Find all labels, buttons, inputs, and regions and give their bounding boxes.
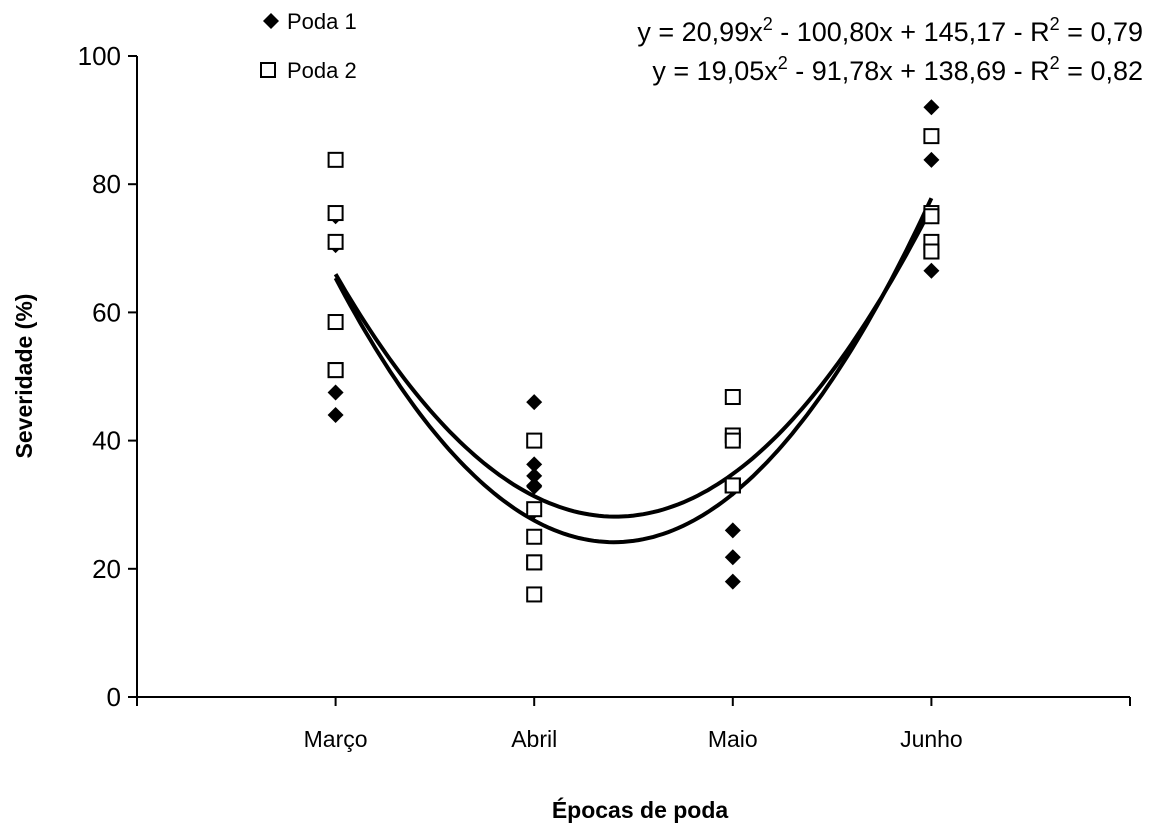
poda-2-point	[724, 432, 741, 449]
poda-1-point	[327, 406, 344, 423]
axes: 0 20 40 60 80 100 Março Abril Maio Junho	[78, 41, 1131, 752]
poda-1-point	[327, 384, 344, 401]
poda-1-point	[923, 99, 940, 116]
poda-2-point	[327, 233, 344, 250]
y-tick-label: 100	[78, 41, 121, 71]
legend-label-poda-2: Poda 2	[287, 58, 357, 83]
poda-1-point	[923, 262, 940, 279]
legend-marker-poda-1	[263, 13, 279, 29]
y-tick-label: 40	[92, 426, 121, 456]
poda-1-point	[526, 456, 543, 473]
poda-1-point	[526, 478, 543, 495]
trend-line-1	[333, 197, 934, 545]
poda-2-point	[923, 243, 940, 260]
x-tick-label: Junho	[900, 726, 963, 752]
x-tick-label: Maio	[708, 726, 758, 752]
trend-equation-1: y = 20,99x2 - 100,80x + 145,17 - R2 = 0,…	[637, 14, 1143, 47]
poda-2-point	[327, 362, 344, 379]
poda-2-point	[923, 128, 940, 145]
trend-equation-2: y = 19,05x2 - 91,78x + 138,69 - R2 = 0,8…	[652, 53, 1143, 86]
x-tick-label: Abril	[511, 726, 557, 752]
legend-label-poda-1: Poda 1	[287, 9, 357, 34]
poda-1-point	[923, 151, 940, 168]
trend-lines	[333, 197, 934, 545]
y-tick-label: 60	[92, 297, 121, 327]
poda-2-point	[724, 477, 741, 494]
poda-1-point	[724, 549, 741, 566]
poda-2-point	[526, 501, 543, 518]
poda-1-point	[724, 573, 741, 590]
trend-line-2	[333, 206, 934, 519]
poda-2-point	[526, 528, 543, 545]
x-tick-label: Março	[304, 726, 368, 752]
x-axis-title: Épocas de poda	[552, 796, 729, 823]
poda-2-point	[327, 314, 344, 331]
legend-marker-poda-2	[260, 62, 276, 78]
poda-2-point	[923, 208, 940, 225]
y-axis-title: Severidade (%)	[11, 294, 37, 459]
y-tick-label: 80	[92, 169, 121, 199]
y-tick-label: 20	[92, 554, 121, 584]
poda-2-point	[724, 389, 741, 406]
poda-2-point	[327, 205, 344, 222]
poda-2-point	[526, 554, 543, 571]
poda-1-point	[724, 522, 741, 539]
poda-2-point	[526, 586, 543, 603]
poda-2-point	[526, 432, 543, 449]
y-tick-label: 0	[107, 682, 121, 712]
poda-1-point	[526, 394, 543, 411]
legend: Poda 1 Poda 2	[260, 9, 357, 83]
data-markers	[327, 99, 940, 603]
poda-1-point	[526, 467, 543, 484]
trend-equations: y = 20,99x2 - 100,80x + 145,17 - R2 = 0,…	[637, 14, 1143, 86]
poda-2-point	[327, 151, 344, 168]
